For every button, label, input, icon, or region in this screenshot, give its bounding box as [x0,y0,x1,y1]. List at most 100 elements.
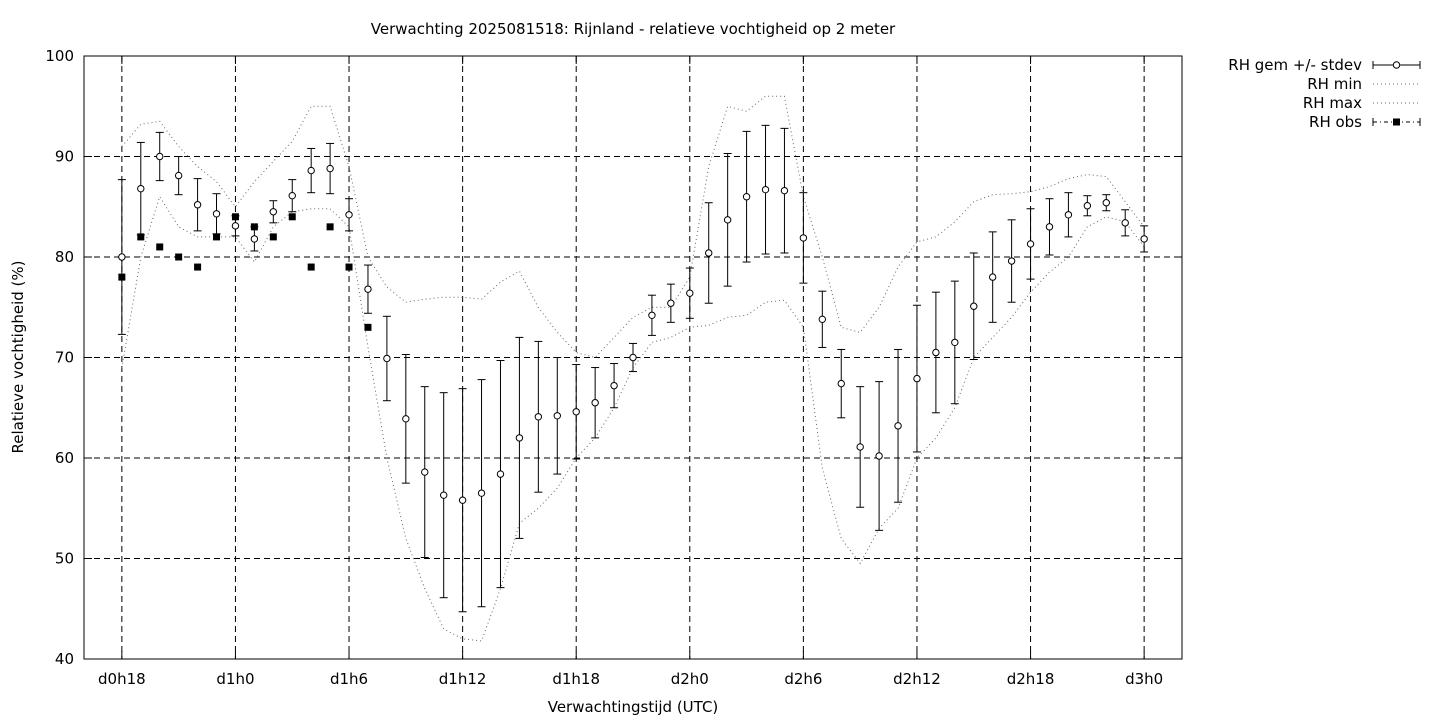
mean-point [364,285,372,293]
mean-point [875,452,883,460]
rh-obs-series [118,213,372,331]
x-axis-label: Verwachtingstijd (UTC) [548,698,719,716]
mean-point [534,413,543,421]
x-tick-label: d1h18 [552,670,600,688]
mean-point [477,489,486,497]
obs-point [364,323,372,331]
mean-point [307,166,315,175]
mean-point [421,468,429,476]
mean-point [515,434,524,442]
x-tick-label: d3h0 [1125,670,1163,688]
y-tick-label: 70 [55,349,74,367]
mean-point [667,299,675,307]
x-tick-label: d1h6 [330,670,368,688]
rh-min-series [121,195,1145,642]
obs-point [213,233,221,241]
rh-max-line [121,95,1145,359]
y-tick-label: 50 [55,550,74,568]
obs-point [269,233,277,241]
mean-point [686,289,694,297]
obs-point [288,213,296,221]
mean-point [250,235,259,243]
obs-point [137,233,145,241]
mean-point [818,315,827,324]
mean-point [137,184,145,193]
mean-point [1045,223,1054,231]
legend-label: RH min [1307,75,1362,93]
x-tick-label: d2h18 [1007,670,1055,688]
mean-point [212,210,221,218]
mean-point [118,253,126,261]
rh-min-line [121,195,1145,642]
mean-point [458,496,467,504]
legend-mean-marker [1392,61,1401,69]
mean-point [156,152,164,161]
obs-point [326,223,334,231]
mean-point [174,171,183,180]
mean-point [383,354,391,363]
y-tick-label: 80 [55,248,74,266]
y-tick-label: 100 [45,47,74,65]
obs-point [345,263,353,271]
obs-point [250,223,258,231]
mean-point [723,216,732,224]
y-axis-label: Relatieve vochtigheid (%) [9,260,27,453]
mean-point [231,222,240,230]
mean-point [894,422,902,430]
y-tick-label: 90 [55,148,74,166]
x-tick-label: d2h0 [671,670,709,688]
x-tick-label: d0h18 [98,670,146,688]
mean-point [1102,199,1110,207]
obs-point [175,253,183,261]
mean-point [288,191,296,200]
mean-point [326,164,334,173]
mean-point [1140,235,1148,243]
mean-point [193,201,202,209]
legend-label: RH max [1303,94,1362,112]
rh-mean-series [117,124,1149,613]
mean-point [970,302,978,310]
x-tick-label: d1h0 [216,670,254,688]
grid-lines [84,56,1182,659]
mean-point [799,234,808,242]
rh-max-series [121,95,1145,359]
mean-point [496,470,505,478]
mean-point [913,374,921,383]
mean-point [591,399,599,407]
x-tick-label: d2h6 [784,670,822,688]
mean-point [269,208,278,216]
mean-point [572,408,580,416]
legend-label: RH gem +/- stdev [1228,56,1362,74]
plot-frame [83,55,1183,660]
obs-point [307,263,315,271]
mean-point [988,273,997,281]
mean-point [610,381,618,390]
x-tick-label: d2h12 [893,670,941,688]
mean-point [951,338,959,347]
mean-point [742,193,751,201]
mean-point [629,353,637,362]
mean-point [856,443,864,451]
obs-point [194,263,202,271]
mean-point [761,185,770,194]
mean-point [1064,211,1073,219]
obs-point [231,213,239,221]
mean-point [439,491,448,499]
mean-point [1121,219,1129,227]
mean-point [705,249,713,257]
mean-point [1083,202,1092,210]
mean-point [402,415,410,423]
legend-obs-marker [1393,118,1400,126]
mean-point [648,311,656,319]
x-tick-label: d1h12 [439,670,487,688]
mean-point [345,211,353,219]
chart-title: Verwachting 2025081518: Rijnland - relat… [371,20,896,38]
legend-label: RH obs [1309,113,1362,131]
mean-point [1007,257,1016,265]
obs-point [118,273,126,281]
y-tick-label: 60 [55,449,74,467]
obs-point [156,243,164,251]
x-axis-ticks: d0h18 d1h0 d1h6 d1h12 d1h18 d2h0 d2h6 d2h12 d2h1… [98,56,1163,688]
